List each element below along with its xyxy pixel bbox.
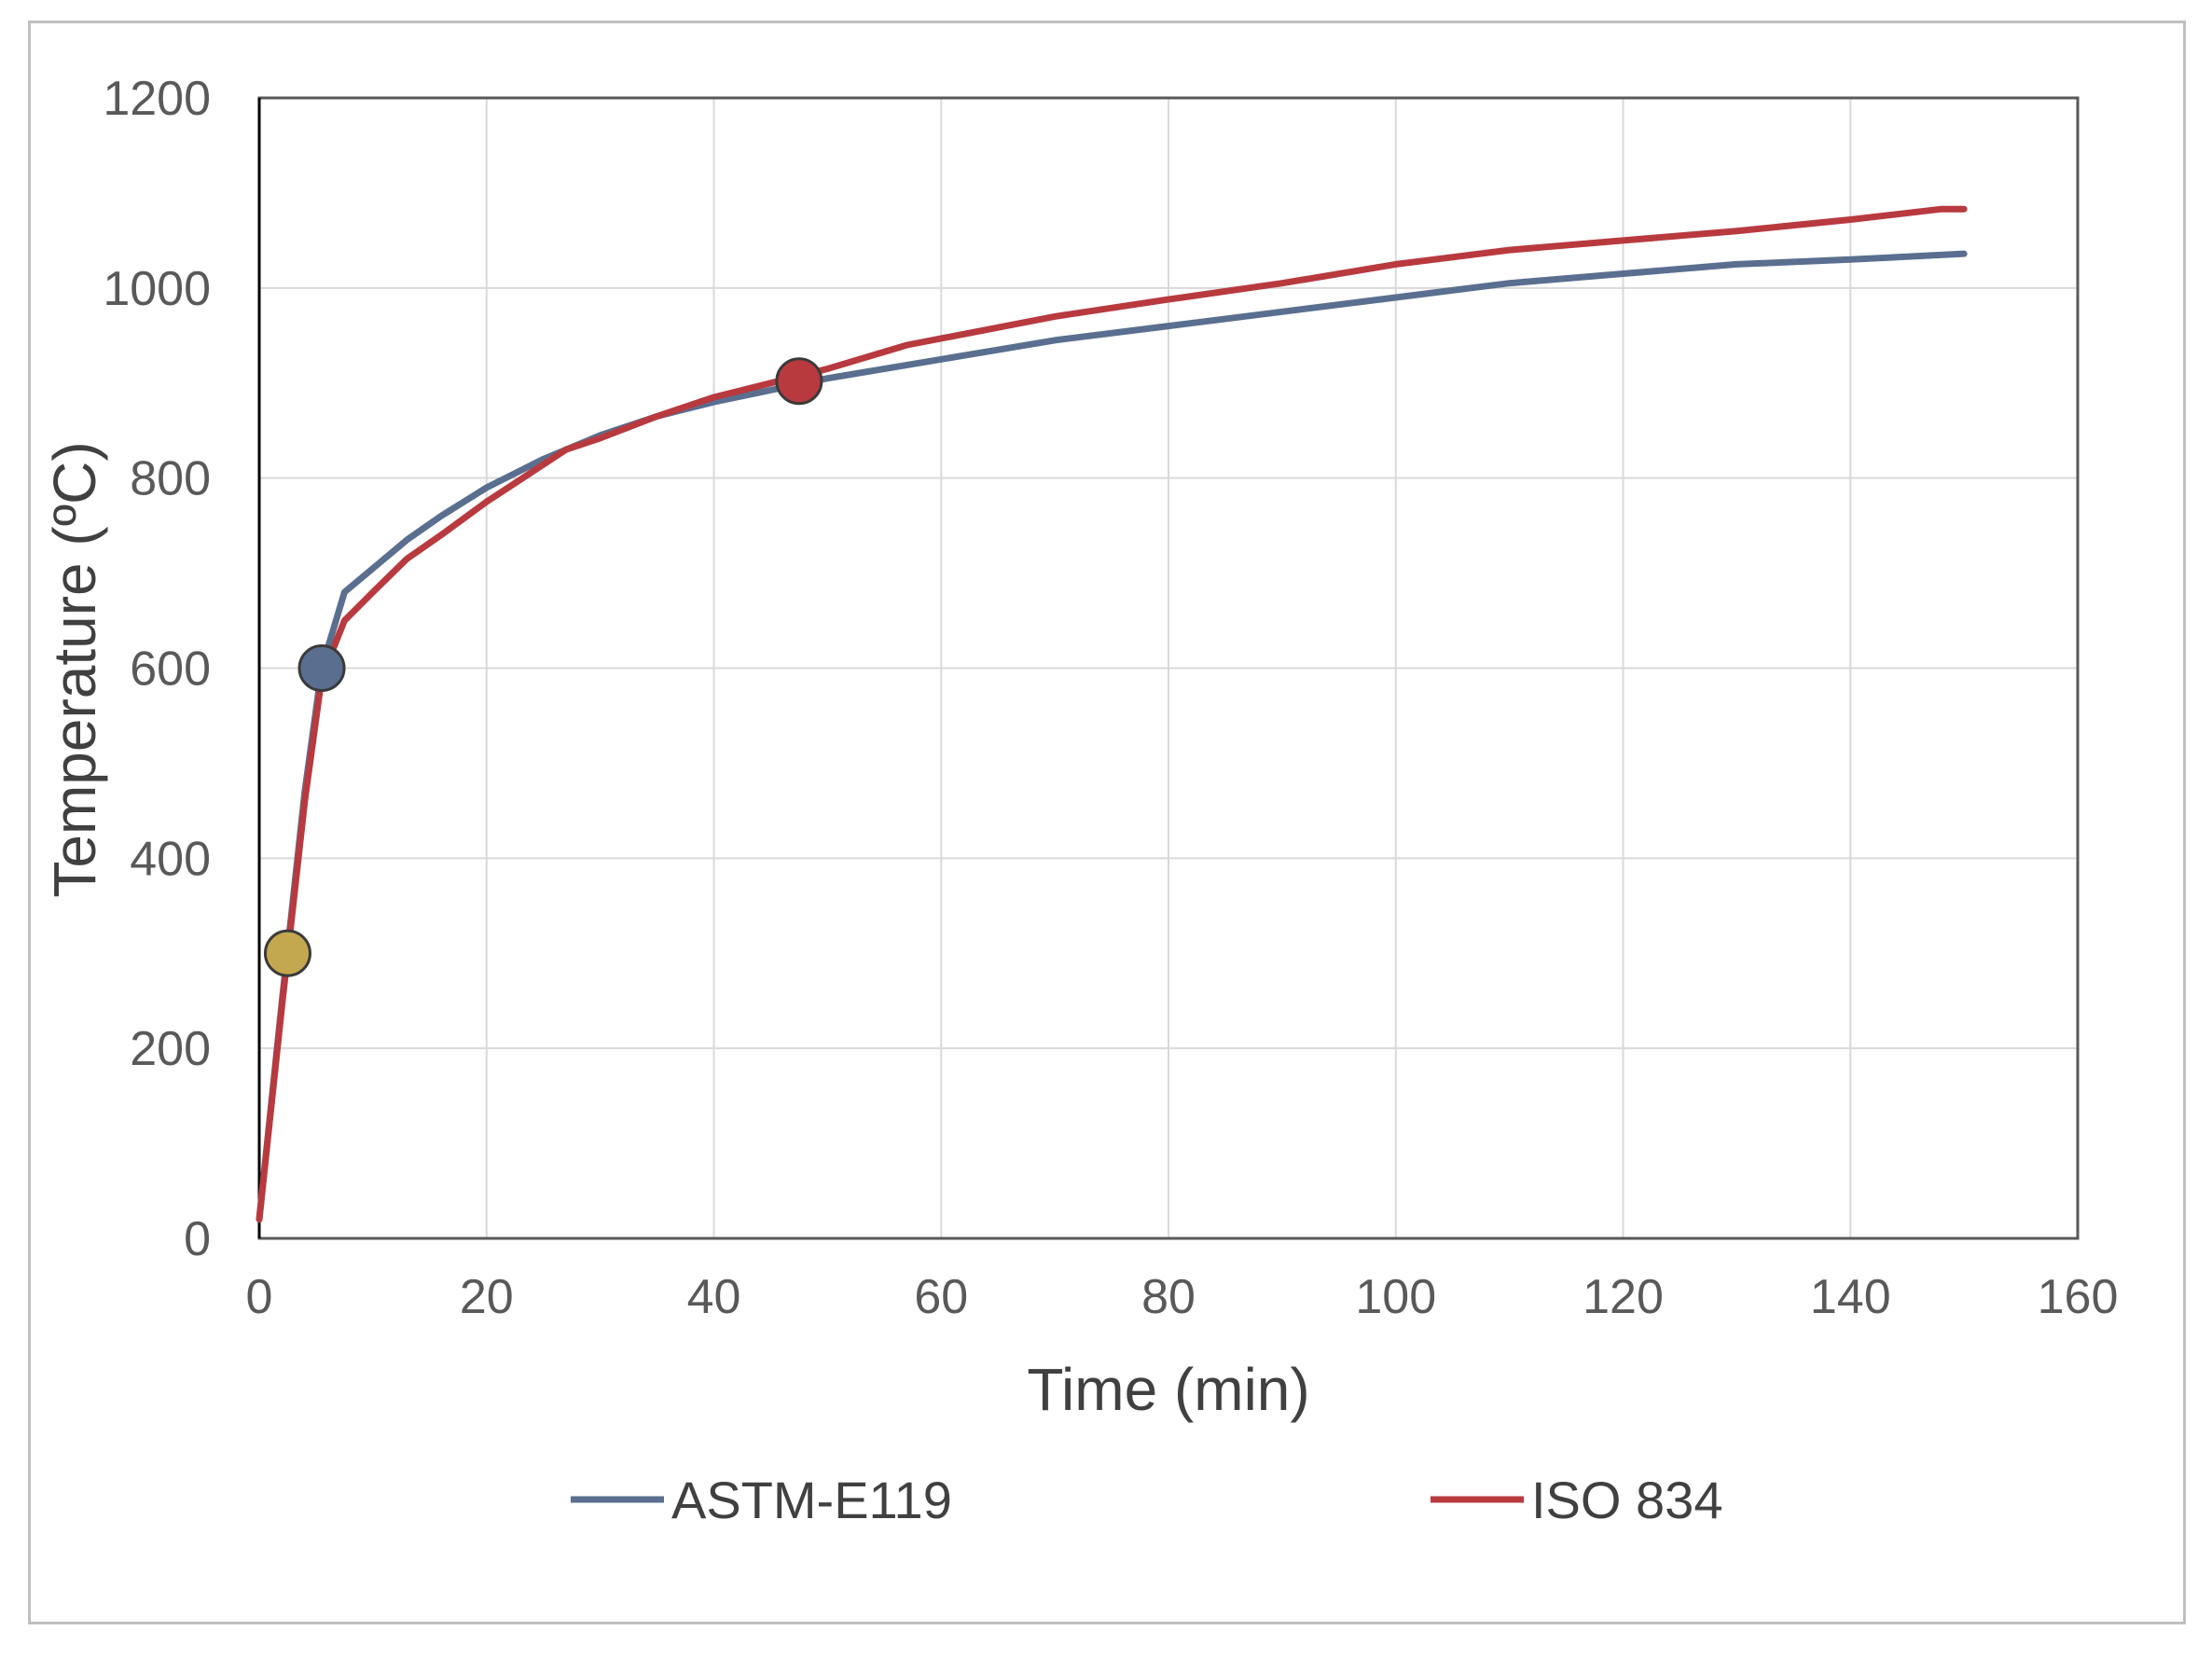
gridlines (259, 98, 2078, 1238)
y-tick-label: 1200 (103, 72, 211, 126)
y-tick-label: 800 (130, 452, 211, 506)
x-tick-label: 120 (1583, 1270, 1664, 1324)
y-tick-label: 400 (130, 832, 211, 886)
highlight-marker (263, 929, 311, 977)
y-tick-label: 0 (184, 1212, 211, 1266)
highlight-markers (263, 357, 823, 977)
x-tick-label: 100 (1355, 1270, 1436, 1324)
x-tick-label: 40 (687, 1270, 741, 1324)
y-axis-title: Temperature (ºC) (41, 441, 108, 897)
x-tick-label: 60 (914, 1270, 968, 1324)
x-axis-title: Time (min) (1027, 1356, 1309, 1423)
y-tick-label: 200 (130, 1022, 211, 1076)
x-tick-label: 80 (1141, 1270, 1196, 1324)
x-tick-label: 20 (460, 1270, 514, 1324)
x-tick-label: 160 (2038, 1270, 2119, 1324)
series-lines (256, 205, 1968, 1223)
x-tick-labels: 0 20 40 60 80 100 120 140 160 (246, 1270, 2119, 1324)
x-tick-label: 0 (246, 1270, 273, 1324)
legend-label-iso-834: ISO 834 (1531, 1471, 1722, 1529)
highlight-marker (297, 644, 346, 692)
y-tick-label: 1000 (103, 262, 211, 316)
y-tick-label: 600 (130, 642, 211, 697)
legend-label-astm-e119: ASTM-E119 (671, 1471, 952, 1529)
series-line-astm-e119 (256, 250, 1968, 1223)
x-tick-label: 140 (1810, 1270, 1891, 1324)
highlight-marker (775, 357, 823, 406)
y-tick-labels: 0 200 400 600 800 1000 1200 (103, 72, 211, 1266)
series-line-iso-834 (256, 205, 1968, 1223)
legend: ASTM-E119 ISO 834 (571, 1471, 1722, 1529)
